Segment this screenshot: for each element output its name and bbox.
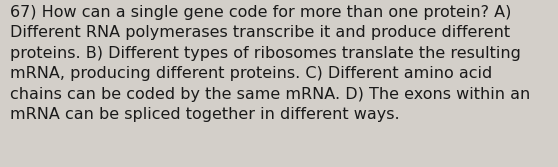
Text: 67) How can a single gene code for more than one protein? A)
Different RNA polym: 67) How can a single gene code for more …: [10, 5, 530, 122]
